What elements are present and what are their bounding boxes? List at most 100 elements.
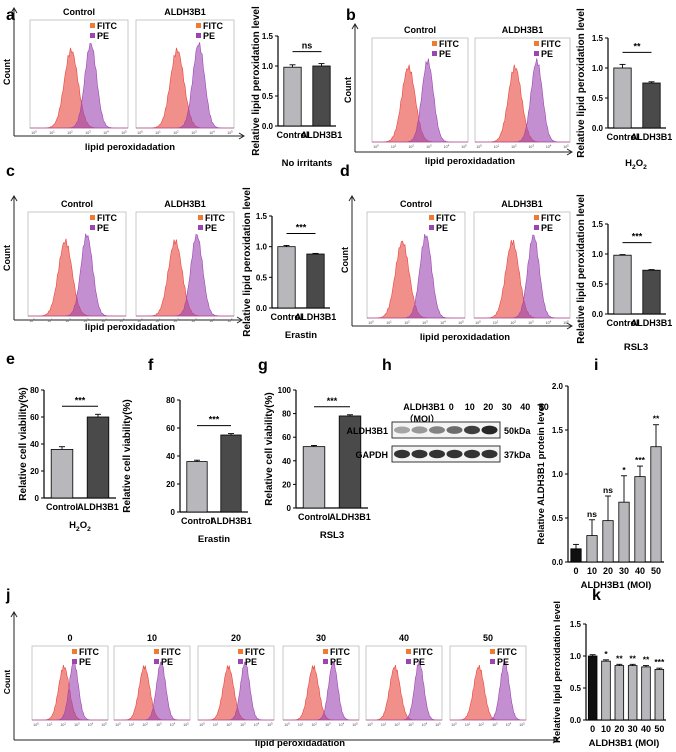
flow-x-tick: 101: [47, 318, 53, 324]
fitc-legend-label: FITC: [497, 647, 517, 657]
flow-x-tick: 104: [422, 722, 428, 728]
pe-histogram: [136, 233, 234, 317]
fitc-legend-label: FITC: [541, 39, 561, 49]
flow-x-tick: 104: [546, 144, 552, 150]
y-tick-label: 1.5: [262, 32, 274, 41]
flow-x-tick: 101: [465, 722, 471, 728]
blot-band: [394, 449, 410, 459]
flow-x-tick-exp: 3: [195, 130, 197, 134]
pe-legend-swatch: [534, 225, 539, 230]
pe-legend-label: PE: [203, 31, 215, 41]
pe-legend-swatch: [196, 33, 201, 38]
flow-x-tick-exp: 0: [141, 130, 143, 134]
flow-panel: [31, 645, 109, 721]
bar: [306, 253, 325, 309]
flow-x-tick: 104: [101, 318, 107, 324]
flow-x-tick-exp: 4: [550, 144, 552, 148]
pe-histogram: [114, 661, 190, 721]
pe-legend-swatch: [198, 225, 203, 230]
flow-x-tick: 103: [85, 130, 91, 136]
moi-lane-label: 30: [502, 402, 512, 412]
condition-label-part: O: [80, 520, 87, 531]
pe-legend-swatch: [72, 659, 77, 664]
blot-band: [481, 425, 498, 435]
flow-x-tick-exp: 0: [479, 320, 481, 324]
condition-label-part: 2: [643, 164, 647, 171]
bar: [586, 535, 598, 563]
count-axis-arrow: [351, 23, 359, 30]
flow-x-tick: 103: [156, 722, 162, 728]
pe-histogram: [450, 662, 526, 721]
bar: [283, 66, 302, 127]
significance-mark: ns: [587, 509, 597, 519]
flow-x-tick-exp: 2: [230, 722, 232, 726]
flow-x-tick: 105: [121, 130, 127, 136]
y-tick-label: 1.5: [570, 620, 582, 629]
blot-band: [464, 425, 480, 435]
flow-x-tick: 103: [408, 722, 414, 728]
flow-x-tick: 102: [478, 722, 484, 728]
flow-x-tick-exp: 2: [315, 722, 317, 726]
pe-legend-swatch: [238, 659, 243, 664]
x-category-label: ALDH3B1: [631, 132, 673, 142]
flow-panel: [135, 211, 235, 317]
flow-x-tick-exp: 3: [244, 722, 246, 726]
bar: [186, 461, 208, 513]
flow-x-tick-exp: 3: [426, 320, 428, 324]
flow-panel: [371, 37, 469, 143]
lipid-label: lipid peroxidadation: [85, 322, 175, 333]
condition-label: Erastin: [285, 330, 317, 341]
flow-x-tick-exp: 2: [408, 320, 410, 324]
flow-x-tick: 102: [394, 722, 400, 728]
flow-x-tick: 104: [170, 722, 176, 728]
bar: [627, 665, 638, 721]
bar: [277, 246, 296, 309]
flow-x-tick-exp: 0: [141, 318, 143, 322]
blot-band: [411, 426, 428, 434]
flow-x-tick-exp: 1: [469, 722, 471, 726]
y-tick-label: 0.0: [262, 122, 274, 131]
flow-x-tick: 100: [367, 722, 373, 728]
flow-x-tick-exp: 3: [412, 722, 414, 726]
flow-x-tick: 100: [475, 320, 481, 326]
y-tick-label: 40: [282, 457, 291, 466]
significance-mark: ***: [327, 396, 338, 406]
y-tick-label: 2.0: [552, 382, 564, 391]
flow-x-tick-exp: 5: [271, 722, 273, 726]
y-axis-label: Relative lipid peroxidation level: [552, 601, 563, 743]
bar: [312, 65, 331, 127]
flow-x-tick-exp: 3: [195, 318, 197, 322]
pe-histogram: [136, 42, 234, 129]
moi-lane-label: 20: [483, 402, 493, 412]
flow-x-tick-exp: 4: [213, 318, 215, 322]
significance-mark: **: [633, 41, 641, 51]
flow-x-tick: 100: [137, 130, 143, 136]
count-axis-arrow: [10, 7, 18, 14]
x-category-label: ALDH3B1: [329, 512, 371, 522]
flow-x-tick-exp: 5: [567, 320, 569, 324]
flow-x-tick-exp: 4: [92, 722, 94, 726]
panel-letter: b: [346, 7, 356, 24]
flow-x-tick: 100: [31, 130, 37, 136]
bar-chart-d: [605, 223, 666, 315]
pe-legend-label: PE: [245, 657, 257, 667]
significance-mark: ns: [603, 485, 613, 495]
flow-x-tick: 103: [528, 320, 534, 326]
pe-histogram: [30, 42, 128, 129]
significance-mark: ***: [635, 455, 646, 465]
count-axis-arrow: [348, 195, 356, 202]
significance-mark: **: [616, 653, 623, 663]
y-tick-label: 1.0: [592, 250, 604, 259]
x-axis-label: ALDH3B1 (MOI): [581, 580, 652, 591]
fitc-legend-label: FITC: [245, 647, 265, 657]
bar: [618, 501, 630, 563]
flow-panel: [29, 19, 129, 129]
flow-x-tick-exp: 2: [412, 144, 414, 148]
x-category-label: Control: [181, 516, 213, 526]
lipid-label: lipid peroxidadation: [420, 332, 510, 343]
flow-x-tick-exp: 5: [231, 318, 233, 322]
y-axis-label: Relative lipid peroxidation level: [242, 187, 253, 337]
fitc-legend-swatch: [196, 23, 201, 28]
fitc-legend-label: FITC: [161, 647, 181, 657]
lipid-axis-arrow: [566, 148, 573, 156]
